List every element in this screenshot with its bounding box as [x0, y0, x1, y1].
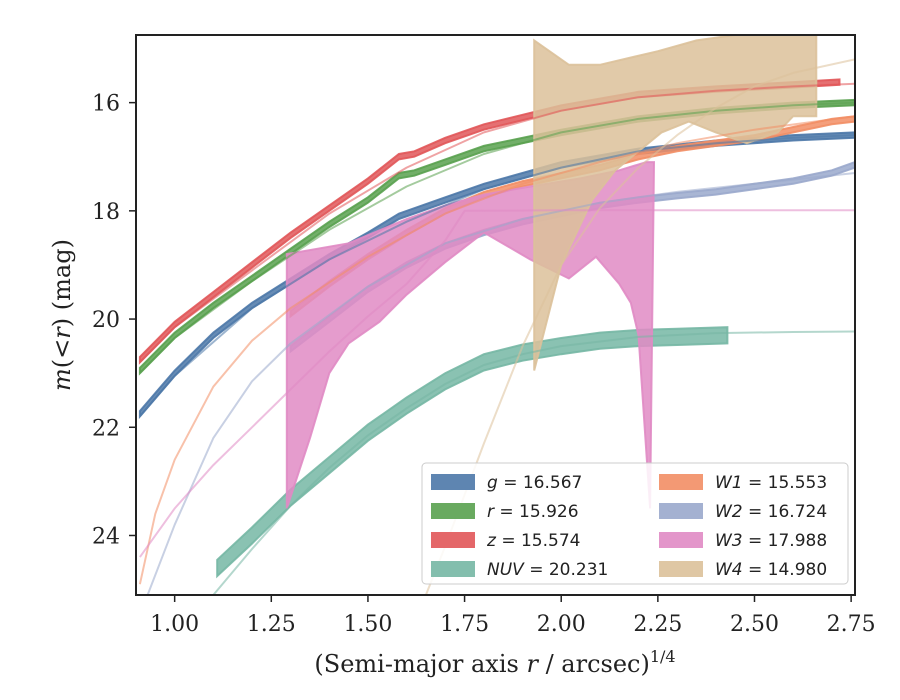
legend-label-r: r = 15.926 [487, 502, 579, 522]
y-tick-label: 20 [92, 308, 120, 333]
legend-swatch-nuv [431, 561, 475, 577]
legend-swatch-w1 [659, 474, 703, 490]
y-tick-label: 22 [92, 416, 120, 441]
x-axis-label: (Semi-major axis r / arcsec)1/4 [314, 647, 675, 678]
legend-box [421, 462, 849, 585]
fit-curve-w4 [424, 58, 855, 595]
y-axis-label: m(<r) (mag) [48, 239, 76, 391]
legend-label-w3: W3 = 17.988 [715, 531, 827, 551]
legend-swatch-w4 [659, 561, 703, 577]
band-w4 [533, 35, 818, 371]
band-nuv [216, 326, 729, 579]
x-tick-label: 1.50 [343, 612, 392, 637]
x-tick-label: 2.00 [537, 612, 586, 637]
fit-curve-nuv [212, 330, 855, 595]
fit-curve-w3 [139, 209, 855, 558]
legend-swatch-w2 [659, 503, 703, 519]
x-tick-label: 2.50 [730, 612, 779, 637]
y-tick-label: 18 [92, 200, 120, 225]
legend-swatch-w3 [659, 532, 703, 548]
x-tick-label: 2.75 [827, 612, 876, 637]
legend-label-nuv: NUV = 20.231 [487, 560, 608, 580]
plot-frame [135, 34, 856, 596]
y-tick-label: 24 [92, 524, 120, 549]
legend-label-w2: W2 = 16.724 [715, 502, 827, 522]
fit-curve-w1 [138, 115, 855, 585]
y-tick-label: 16 [92, 92, 120, 117]
band-r [138, 98, 855, 376]
legend-label-g: g = 16.567 [487, 473, 582, 493]
plot-area [138, 35, 855, 595]
fit-curve-z [139, 82, 855, 364]
legend-label-z: z = 15.574 [486, 531, 580, 551]
legend-label-w1: W1 = 15.553 [715, 473, 827, 493]
fit-curve-r [139, 101, 855, 374]
x-tick-label: 2.25 [633, 612, 682, 637]
fit-curve-g [139, 134, 855, 418]
legend-swatch-z [431, 532, 475, 548]
legend-swatch-r [431, 503, 475, 519]
x-tick-label: 1.75 [440, 612, 489, 637]
y-axis: 16 18 20 22 24 [92, 92, 136, 549]
x-tick-label: 1.00 [150, 612, 199, 637]
x-tick-label: 1.25 [247, 612, 296, 637]
legend-swatch-g [431, 474, 475, 490]
fit-curve-w2 [146, 172, 855, 595]
legend: g = 16.567 r = 15.926 z = 15.574 NUV = 20.2… [421, 462, 849, 585]
x-axis: 1.00 1.25 1.50 1.75 2.00 2.25 2.50 2.75 [150, 595, 876, 637]
legend-label-w4: W4 = 14.980 [715, 560, 827, 580]
